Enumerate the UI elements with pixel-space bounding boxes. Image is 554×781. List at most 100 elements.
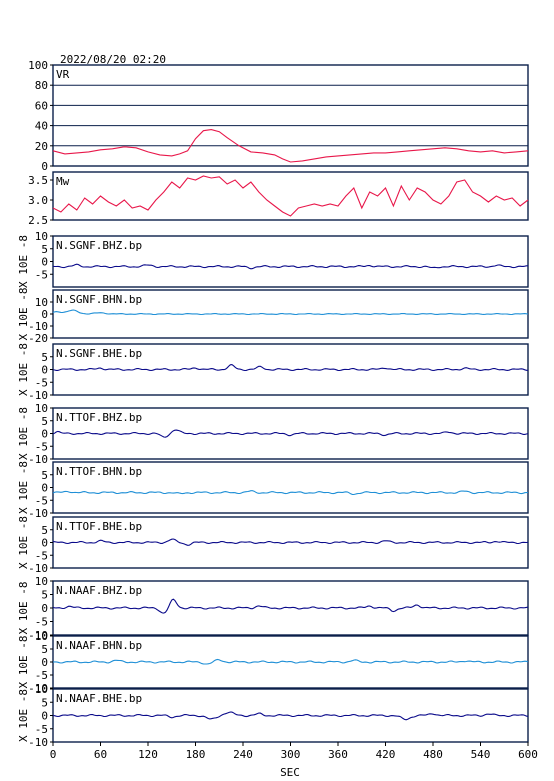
chart-title: 2022/08/20 02:20: [60, 53, 166, 66]
y-tick-label: -10: [28, 389, 48, 402]
y-tick-label: 0: [41, 602, 48, 615]
panel-label: Mw: [56, 175, 70, 188]
y-tick-label: -5: [35, 440, 48, 453]
y-unit-label: X 10E -8: [17, 235, 30, 288]
y-unit-label: X 10E -8: [17, 689, 30, 742]
y-unit-label: X 10E -8: [17, 461, 30, 514]
y-tick-label: 10: [35, 230, 48, 243]
y-tick-label: -5: [35, 669, 48, 682]
x-axis-label: SEC: [280, 766, 300, 779]
panel-label: N.TTOF.BHN.bp: [56, 465, 142, 478]
y-tick-label: -10: [28, 320, 48, 333]
x-tick-label: 180: [186, 748, 206, 761]
y-tick-label: -10: [28, 682, 48, 695]
y-tick-label: 80: [35, 79, 48, 92]
y-tick-label: -5: [35, 549, 48, 562]
y-unit-label: X 10E -8: [17, 343, 30, 396]
y-tick-label: 0: [41, 256, 48, 269]
y-unit-label: X 10E -8: [17, 516, 30, 569]
series-line: [52, 658, 529, 665]
y-tick-label: -5: [35, 376, 48, 389]
x-axis: 0 60 120 180 240 300 360 420 480 540 600: [50, 742, 538, 761]
x-tick-label: 120: [138, 748, 158, 761]
panel-label: VR: [56, 68, 70, 81]
y-tick-label: 0: [41, 482, 48, 495]
y-tick-label: 5: [41, 524, 48, 537]
panel-frame: [52, 64, 529, 167]
x-tick-label: 60: [94, 748, 107, 761]
y-tick-label: -10: [28, 629, 48, 642]
y-tick-label: 5: [41, 415, 48, 428]
y-tick-label: -20: [28, 332, 48, 345]
y-tick-label: 5: [41, 643, 48, 656]
panel-1: 100 80 60 40 20 0 VR: [28, 59, 529, 173]
y-tick-label: 5: [41, 696, 48, 709]
panel-4: 100-10-20 N.SGNF.BHN.bp X 10E -8: [17, 288, 529, 345]
series-line: [52, 175, 529, 217]
panel-label: N.SGNF.BHZ.bp: [56, 239, 142, 252]
y-tick-label: 10: [35, 296, 48, 309]
y-tick-label: 0: [41, 364, 48, 377]
panel-label: N.NAAF.BHE.bp: [56, 692, 142, 705]
panel-label: N.TTOF.BHE.bp: [56, 520, 142, 533]
panel-frame: [52, 171, 529, 221]
y-tick-label: 0: [41, 537, 48, 550]
y-tick-label: 20: [35, 140, 48, 153]
y-tick-label: 5: [41, 243, 48, 256]
y-tick-label: 0: [41, 710, 48, 723]
y-tick-label: -10: [28, 736, 48, 749]
y-tick-label: -5: [35, 723, 48, 736]
series-line: [52, 598, 529, 614]
y-tick-label: 5: [41, 351, 48, 364]
y-tick-label: 60: [35, 99, 48, 112]
y-tick-label: 0: [41, 308, 48, 321]
panel-2: 3.5 3.0 2.5 Mw: [28, 171, 529, 227]
x-tick-label: 480: [423, 748, 443, 761]
x-tick-label: 300: [281, 748, 301, 761]
panel-label: N.TTOF.BHZ.bp: [56, 411, 142, 424]
y-tick-label: -5: [35, 268, 48, 281]
y-tick-label: -10: [28, 453, 48, 466]
y-tick-label: -10: [28, 507, 48, 520]
panel-label: N.NAAF.BHZ.bp: [56, 584, 142, 597]
series-line: [52, 711, 529, 721]
x-tick-label: 600: [518, 748, 538, 761]
y-tick-label: -5: [35, 616, 48, 629]
series-line: [52, 364, 528, 372]
series-line: [52, 263, 528, 270]
y-tick-label: 0: [41, 656, 48, 669]
panel-5: 50-5-10 N.SGNF.BHE.bp X 10E -8: [17, 343, 529, 402]
x-tick-label: 240: [233, 748, 253, 761]
panel-label: N.SGNF.BHN.bp: [56, 293, 142, 306]
y-tick-label: 10: [35, 683, 48, 696]
y-tick-label: 10: [35, 630, 48, 643]
y-tick-label: 2.5: [28, 214, 48, 227]
y-tick-label: 100: [28, 59, 48, 72]
panels: 100806040200VR3.53.02.5Mw1050-5N.SGNF.BH…: [17, 59, 529, 749]
y-tick-label: 5: [41, 589, 48, 602]
panel-7: 50-5-10 N.TTOF.BHN.bp X 10E -8: [17, 461, 529, 520]
series-line: [52, 309, 529, 316]
y-tick-label: 3.5: [28, 174, 48, 187]
series-line: [52, 490, 529, 496]
y-tick-label: 10: [35, 575, 48, 588]
y-tick-label: 5: [41, 469, 48, 482]
series-line: [52, 429, 529, 438]
x-tick-label: 420: [376, 748, 396, 761]
y-tick-label: 40: [35, 120, 48, 133]
y-tick-label: -5: [35, 494, 48, 507]
x-tick-label: 0: [50, 748, 57, 761]
y-tick-label: 3.0: [28, 194, 48, 207]
x-tick-label: 360: [328, 748, 348, 761]
y-unit-label: X 10E -8: [17, 582, 30, 635]
panel-8: 50-5-10 N.TTOF.BHE.bp X 10E -8: [17, 516, 529, 575]
y-tick-label: -10: [28, 562, 48, 575]
series-line: [52, 129, 529, 163]
panel-label: N.SGNF.BHE.bp: [56, 347, 142, 360]
